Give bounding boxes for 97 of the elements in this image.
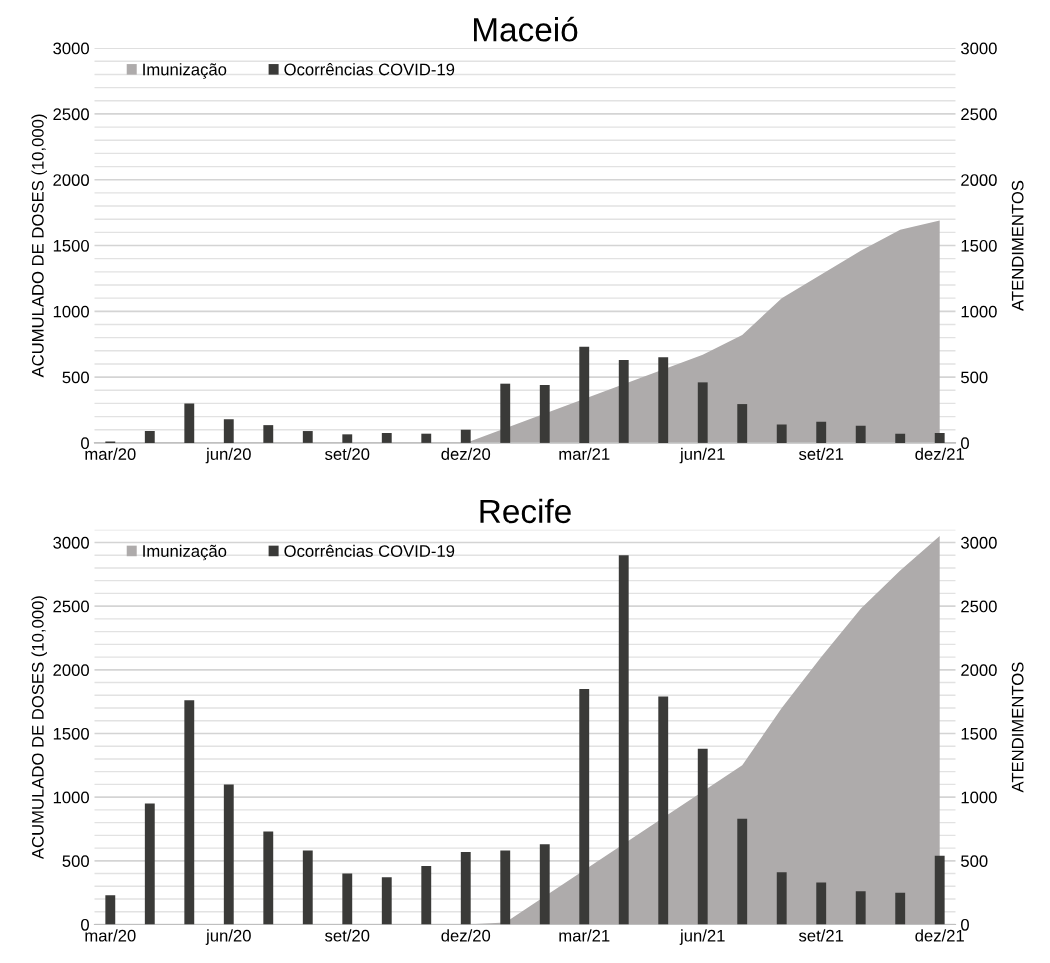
legend-label: Imunização <box>143 63 227 79</box>
bar <box>855 425 866 443</box>
y2-tick-label: 2500 <box>961 108 997 121</box>
y-tick-label: 0 <box>81 918 89 931</box>
bar <box>421 865 432 925</box>
y-tick-label: 500 <box>62 371 89 384</box>
y2-tick-label: 1000 <box>961 305 997 318</box>
x-tick-label: dez/21 <box>915 929 964 942</box>
y-tick-label: 3000 <box>53 42 89 55</box>
y-tick-label: 2000 <box>53 174 89 186</box>
bar <box>184 700 195 925</box>
bar <box>302 431 313 443</box>
x-tick-label: dez/20 <box>441 929 491 942</box>
y2-tick-label: 2000 <box>961 664 997 677</box>
y2-tick-label: 0 <box>961 918 969 931</box>
legend-label: Ocorrências COVID-19 <box>284 63 455 76</box>
bar <box>737 818 748 925</box>
y-tick-label: 1500 <box>53 239 89 252</box>
x-tick-label: jun/21 <box>679 929 725 945</box>
bar <box>144 803 155 925</box>
y-axis-title: ACUMULADO DE DOSES (10,000) <box>31 596 47 860</box>
y-tick-label: 1000 <box>53 305 89 318</box>
bar <box>895 892 906 925</box>
legend-label: Imunização <box>143 544 227 561</box>
bar <box>539 385 550 443</box>
y-tick-label: 0 <box>81 437 89 450</box>
bar <box>579 688 590 925</box>
x-tick-label: set/20 <box>325 447 370 460</box>
y-tick-label: 2500 <box>53 108 89 121</box>
y2-tick-label: 3000 <box>961 536 997 549</box>
bar <box>776 424 787 443</box>
bar <box>816 882 827 925</box>
bar <box>934 433 945 443</box>
y2-axis-title: ATENDIMENTOS <box>1011 662 1024 793</box>
bar <box>381 433 392 443</box>
bar <box>184 403 195 443</box>
chart-title: Recife <box>480 498 571 524</box>
bar <box>539 844 550 925</box>
bar <box>223 419 234 443</box>
bar <box>658 357 669 443</box>
y2-tick-label: 1500 <box>961 727 997 740</box>
y-tick-label: 2500 <box>53 600 89 613</box>
bar <box>816 421 827 443</box>
x-tick-label: mar/20 <box>85 447 136 460</box>
y-axis-title: ACUMULADO DE DOSES (10,000) <box>31 114 47 378</box>
chart-title: Maceió <box>474 16 578 42</box>
bar <box>618 360 629 443</box>
legend-label: Ocorrências COVID-19 <box>284 544 455 557</box>
y2-tick-label: 500 <box>961 371 988 384</box>
y-tick-label: 500 <box>62 855 89 868</box>
x-tick-label: jun/21 <box>679 447 725 464</box>
bar <box>500 383 511 443</box>
x-tick-label: jun/20 <box>205 447 251 464</box>
x-tick-label: mar/20 <box>85 929 136 942</box>
y2-tick-label: 0 <box>961 437 969 450</box>
x-tick-label: set/21 <box>798 447 844 460</box>
y-tick-label: 1500 <box>53 727 89 740</box>
y2-tick-label: 1500 <box>961 239 997 252</box>
bar <box>342 873 353 925</box>
y2-tick-label: 1000 <box>961 791 997 804</box>
x-tick-label: jun/20 <box>205 929 251 945</box>
y2-tick-label: 2500 <box>961 600 997 613</box>
bar <box>737 404 748 443</box>
x-tick-label: mar/21 <box>559 447 610 460</box>
bar <box>144 431 155 443</box>
x-tick-label: mar/21 <box>559 929 610 942</box>
bar <box>460 851 471 925</box>
bar <box>223 784 234 925</box>
y-tick-label: 1000 <box>53 791 89 804</box>
bar <box>105 895 116 925</box>
bar <box>658 696 669 925</box>
bar <box>421 433 432 443</box>
bar <box>381 877 392 925</box>
bar <box>500 850 511 925</box>
bar <box>302 850 313 925</box>
bar <box>697 748 708 925</box>
bar <box>855 891 866 925</box>
bar <box>776 872 787 925</box>
y2-tick-label: 3000 <box>961 42 997 55</box>
y2-tick-label: 500 <box>961 855 988 868</box>
bar <box>263 425 274 443</box>
x-tick-label: set/20 <box>325 929 370 942</box>
bar <box>460 429 471 443</box>
bar <box>579 346 590 443</box>
x-tick-label: dez/20 <box>441 447 491 460</box>
y-tick-label: 3000 <box>53 536 89 549</box>
bar <box>895 433 906 443</box>
y-tick-label: 2000 <box>53 664 89 677</box>
y2-tick-label: 2000 <box>961 174 997 186</box>
bar <box>618 555 629 925</box>
bar <box>342 434 353 443</box>
y2-axis-title: ATENDIMENTOS <box>1011 180 1024 311</box>
x-tick-label: set/21 <box>798 929 844 942</box>
bar <box>697 382 708 443</box>
bar <box>934 855 945 925</box>
x-tick-label: dez/21 <box>915 447 964 460</box>
bar <box>263 831 274 925</box>
